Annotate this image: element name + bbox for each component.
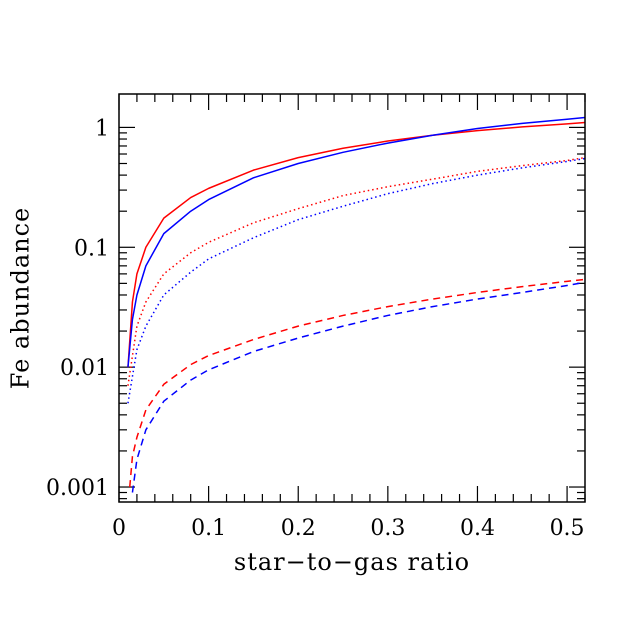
series-line-dashed (129, 278, 585, 488)
y-tick-label: 0.1 (74, 236, 109, 261)
x-axis-label: star−to−gas ratio (234, 548, 470, 576)
tick-marks (118, 94, 586, 502)
x-tick-label: 0.3 (370, 516, 405, 541)
y-tick-label: 0.001 (46, 476, 109, 501)
series-line-dotted (127, 157, 585, 404)
x-tick-label: 0.4 (460, 516, 495, 541)
x-tick-label: 0 (112, 516, 126, 541)
plot-frame (118, 93, 586, 503)
y-tick-label: 1 (95, 116, 109, 141)
x-tick-label: 0.5 (550, 516, 585, 541)
series-line-solid (127, 116, 585, 368)
series-line-solid (127, 121, 585, 368)
y-axis-label: Fe abundance (7, 207, 35, 390)
x-tick-label: 0.2 (281, 516, 316, 541)
series-lines (127, 116, 585, 493)
y-tick-label: 0.01 (60, 356, 109, 381)
series-line-dotted (127, 156, 585, 386)
series-line-dashed (131, 281, 585, 493)
tick-labels: 0 0.1 0.2 0.3 0.4 0.5 0.001 0.01 0.1 1 (46, 116, 585, 541)
x-tick-label: 0.1 (191, 516, 226, 541)
